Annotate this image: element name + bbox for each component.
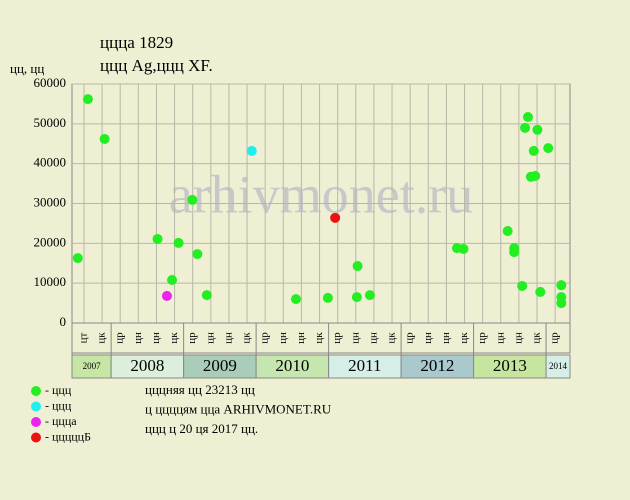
watermark: arhivmonet.ru: [169, 164, 473, 224]
data-point: [161, 290, 172, 301]
x-tick-label: цн: [204, 332, 216, 344]
x-tick-label: цр: [549, 332, 561, 344]
data-point: [528, 145, 539, 156]
legend-marker: [31, 432, 41, 443]
year-label: 2009: [203, 356, 237, 375]
note: ццц ц 20 ця 2017 цц.: [145, 421, 258, 436]
data-point: [535, 286, 546, 297]
data-point: [330, 212, 341, 223]
data-point: [364, 290, 375, 301]
x-tick-label: цр: [114, 332, 126, 344]
data-point: [72, 253, 83, 264]
y-tick-label: 20000: [34, 234, 67, 249]
data-point: [543, 143, 554, 154]
x-tick-label: цн: [494, 332, 506, 344]
data-point: [351, 292, 362, 303]
legend-label: - цццццБ: [45, 429, 91, 443]
x-tick-label: цр: [186, 332, 198, 344]
x-tick-label: цк: [168, 332, 180, 344]
year-label: 2012: [420, 356, 454, 375]
x-tick-label: цр: [331, 332, 343, 344]
year-label: 2014: [549, 361, 568, 371]
x-tick-label: цн: [367, 332, 379, 344]
y-tick-label: 0: [60, 314, 67, 329]
x-tick-label: цн: [349, 332, 361, 344]
legend-label: - ццца: [45, 414, 77, 428]
data-point: [246, 145, 257, 156]
year-label: 2008: [130, 356, 164, 375]
legend-marker: [31, 401, 41, 412]
x-tick-label: цк: [458, 332, 470, 344]
data-point: [167, 274, 178, 285]
data-point: [173, 237, 184, 248]
x-tick-label: цн: [222, 332, 234, 344]
data-point: [82, 94, 93, 105]
note: цццняя цц 23213 цц: [145, 382, 255, 397]
x-tick-label: цк: [531, 332, 543, 344]
x-tick-label: цн: [512, 332, 524, 344]
year-label: 2013: [493, 356, 527, 375]
y-axis-label: цц, цц: [10, 61, 44, 76]
y-tick-label: 60000: [34, 75, 67, 90]
y-tick-label: 30000: [34, 194, 67, 209]
x-tick-label: цр: [476, 332, 488, 344]
chart-subtitle: ццц Ag,ццц XF.: [100, 56, 213, 75]
legend-label: - ццц: [45, 383, 72, 397]
x-tick-label: цк: [386, 332, 398, 344]
data-point: [192, 249, 203, 260]
year-label: 2007: [83, 361, 102, 371]
data-point: [532, 124, 543, 135]
data-point: [520, 122, 531, 133]
x-tick-label: цк: [241, 332, 253, 344]
data-point: [352, 261, 363, 272]
data-point: [290, 294, 301, 305]
data-point: [530, 171, 541, 182]
legend-marker: [31, 386, 41, 396]
data-point: [556, 298, 567, 309]
data-point: [187, 194, 198, 205]
y-tick-label: 40000: [34, 155, 67, 170]
x-tick-label: цн: [132, 332, 144, 344]
x-tick-label: цк: [313, 332, 325, 344]
year-band: [545, 354, 571, 379]
note: ц ццццям цца ARHIVMONET.RU: [145, 401, 332, 416]
data-point: [322, 292, 333, 303]
data-point: [201, 290, 212, 301]
y-tick-label: 10000: [34, 274, 67, 289]
x-tick-label: цр: [404, 332, 416, 344]
y-tick-label: 50000: [34, 115, 67, 130]
year-label: 2010: [275, 356, 309, 375]
data-point: [99, 133, 110, 144]
data-point: [502, 225, 513, 236]
data-point: [458, 243, 469, 254]
x-tick-label: цк: [96, 332, 108, 344]
legend-marker: [31, 417, 41, 427]
x-tick-label: цн: [440, 332, 452, 344]
data-point: [152, 233, 163, 244]
chart-title: ццца 1829: [100, 33, 173, 52]
data-point: [522, 112, 533, 123]
legend-label: - ццц: [45, 398, 72, 412]
x-tick-label: цн: [277, 332, 289, 344]
year-label: 2011: [348, 356, 381, 375]
x-tick-label: цн: [150, 332, 162, 344]
x-tick-label: цт: [77, 332, 89, 343]
data-point: [556, 280, 567, 291]
data-point: [517, 280, 528, 291]
x-tick-label: цр: [259, 332, 271, 344]
x-tick-label: цн: [422, 332, 434, 344]
x-tick-label: цн: [295, 332, 307, 344]
data-point: [509, 247, 520, 258]
